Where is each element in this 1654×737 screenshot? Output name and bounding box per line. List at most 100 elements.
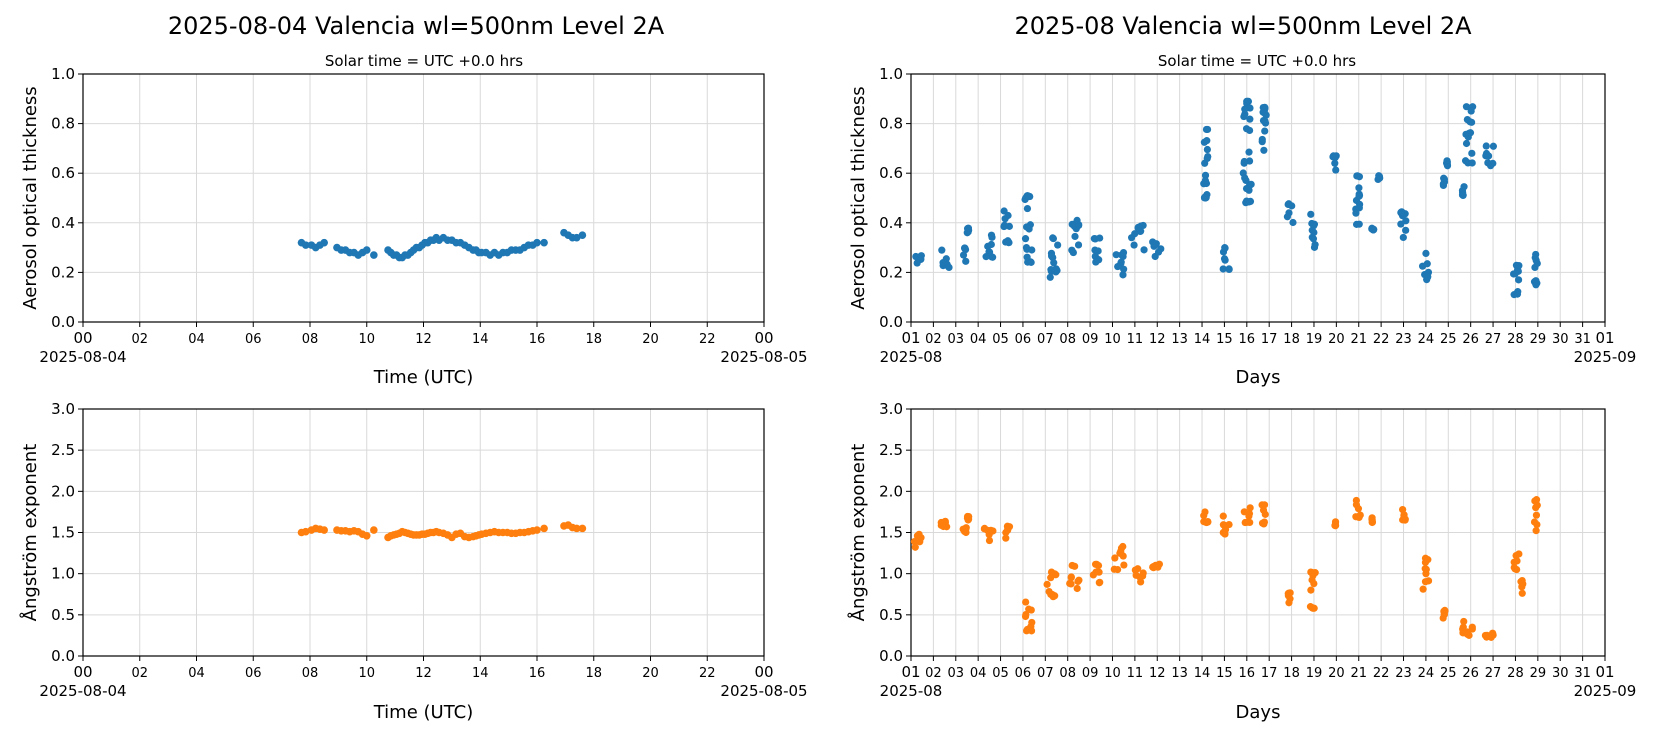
aod-monthly-point [1262, 111, 1270, 119]
aod-monthly-point [1329, 152, 1338, 160]
angstrom-monthly-point [1067, 580, 1075, 588]
angstrom-monthly-point [937, 521, 945, 529]
angstrom-monthly-point [1518, 589, 1526, 597]
angstrom-monthly-xtick-label: 31 [1574, 666, 1591, 681]
angstrom-monthly-point [1352, 501, 1361, 509]
aod-monthly-point [1515, 261, 1523, 270]
aod-monthly-point [1140, 246, 1148, 254]
angstrom-monthly-point [916, 538, 924, 546]
aod-monthly-point [1154, 248, 1163, 256]
aod-monthly-ytick-label: 0.2 [879, 263, 903, 281]
aod-monthly-point [962, 257, 970, 265]
left-subtitle: Solar time = UTC +0.0 hrs [325, 52, 523, 70]
angstrom-monthly-point [1225, 520, 1233, 529]
angstrom-monthly-ytick-label: 1.5 [879, 524, 903, 542]
aod-monthly-point [1114, 262, 1122, 271]
aod-monthly-point [1283, 213, 1292, 221]
aod-monthly-point [1054, 241, 1062, 249]
angstrom-daily-xtick-label: 08 [302, 666, 319, 681]
aod-monthly-point [1203, 137, 1211, 145]
angstrom-monthly-date-start: 2025-08 [880, 682, 943, 700]
angstrom-monthly-point [1071, 562, 1079, 570]
aod-monthly-point [1397, 208, 1405, 216]
angstrom-monthly-point [1095, 579, 1103, 587]
aod-daily-xtick-label: 14 [472, 332, 489, 347]
angstrom-daily-ytick-label: 1.0 [51, 565, 75, 583]
aod-daily-xlabel: Time (UTC) [373, 367, 474, 388]
angstrom-daily-xtick-label: 04 [188, 666, 205, 681]
aod-daily-ylabel: Aerosol optical thickness [20, 86, 41, 309]
angstrom-monthly-point [1051, 570, 1059, 578]
angstrom-monthly-ytick-label: 1.0 [879, 565, 903, 583]
aod-daily-point [370, 251, 378, 259]
aod-monthly-point [1047, 266, 1055, 274]
aod-monthly-xtick-label: 01 [901, 329, 920, 347]
aod-daily-point [301, 241, 310, 249]
angstrom-monthly-xtick-label: 20 [1328, 666, 1345, 681]
aod-monthly-point [1531, 254, 1539, 262]
angstrom-monthly-point [1151, 561, 1160, 569]
angstrom-monthly-xtick-label: 29 [1530, 666, 1547, 681]
angstrom-monthly-point [1285, 599, 1293, 607]
angstrom-monthly-xtick-label: 22 [1373, 666, 1390, 681]
aod-daily-xtick-label: 18 [585, 332, 602, 347]
aod-monthly-point [1261, 103, 1269, 111]
aod-monthly-xtick-label: 12 [1149, 332, 1166, 347]
aod-monthly-xtick-label: 26 [1462, 332, 1479, 347]
angstrom-monthly-xtick-label: 23 [1395, 666, 1412, 681]
angstrom-daily-xtick-label: 06 [245, 666, 262, 681]
aod-monthly-point [1246, 115, 1254, 123]
aod-monthly-point [1242, 184, 1251, 193]
aod-monthly-point [1310, 222, 1318, 230]
angstrom-monthly-ytick-label: 2.0 [879, 482, 903, 500]
aod-monthly-xtick-label: 01 [1595, 329, 1614, 347]
angstrom-monthly-xtick-label: 08 [1059, 666, 1076, 681]
angstrom-monthly-xtick-label: 18 [1283, 666, 1300, 681]
aod-monthly-point [1355, 192, 1363, 200]
angstrom-monthly-point [1002, 534, 1010, 542]
aod-monthly-point [1289, 218, 1297, 227]
aod-monthly-point [939, 259, 947, 267]
aod-monthly-point [1489, 159, 1497, 167]
aod-monthly-point [938, 246, 946, 254]
angstrom-monthly-point [1074, 577, 1082, 586]
angstrom-monthly-xtick-label: 01 [901, 663, 920, 681]
aod-daily-point [320, 238, 328, 247]
angstrom-daily-ytick-label: 0.0 [51, 647, 75, 665]
aod-monthly-point [1047, 252, 1056, 260]
angstrom-daily-xlabel: Time (UTC) [373, 702, 474, 723]
aod-daily-point [533, 238, 541, 247]
angstrom-monthly-xtick-label: 11 [1127, 666, 1144, 681]
angstrom-monthly-point [1483, 631, 1491, 639]
aod-monthly-point [1424, 273, 1432, 281]
aod-daily-ytick-label: 0.0 [51, 313, 75, 331]
aod-monthly-point [1355, 204, 1363, 212]
aod-monthly-point [945, 263, 953, 271]
aod-monthly-point [1027, 258, 1035, 266]
aod-monthly-point [1484, 152, 1493, 160]
aod-monthly-point [1514, 276, 1523, 284]
aod-monthly-point [1119, 271, 1127, 279]
angstrom-monthly-point [1532, 496, 1541, 504]
aod-monthly-point [1004, 211, 1012, 220]
angstrom-daily-point [320, 526, 328, 534]
aod-monthly-point [1203, 154, 1211, 163]
aod-daily-xtick-label: 06 [245, 332, 262, 347]
aod-monthly-xtick-label: 14 [1194, 332, 1211, 347]
angstrom-daily-xtick-label: 18 [585, 666, 602, 681]
aod-monthly-xtick-label: 02 [925, 332, 942, 347]
angstrom-monthly-point [1120, 561, 1128, 569]
aod-monthly-point [1023, 204, 1032, 213]
aod-monthly-xtick-label: 06 [1015, 332, 1032, 347]
angstrom-monthly-xlabel: Days [1236, 702, 1281, 723]
angstrom-daily-date-start: 2025-08-04 [39, 682, 126, 700]
aod-monthly-point [913, 259, 921, 267]
angstrom-daily-ytick-label: 3.0 [51, 400, 75, 418]
aod-monthly-ytick-label: 0.8 [879, 115, 903, 133]
angstrom-monthly-point [1243, 518, 1251, 526]
aod-monthly-xtick-label: 31 [1574, 332, 1591, 347]
angstrom-daily-point [362, 531, 371, 540]
aod-monthly-point [1463, 115, 1471, 124]
aod-daily-date-start: 2025-08-04 [39, 348, 126, 366]
angstrom-monthly-xtick-label: 09 [1082, 666, 1099, 681]
